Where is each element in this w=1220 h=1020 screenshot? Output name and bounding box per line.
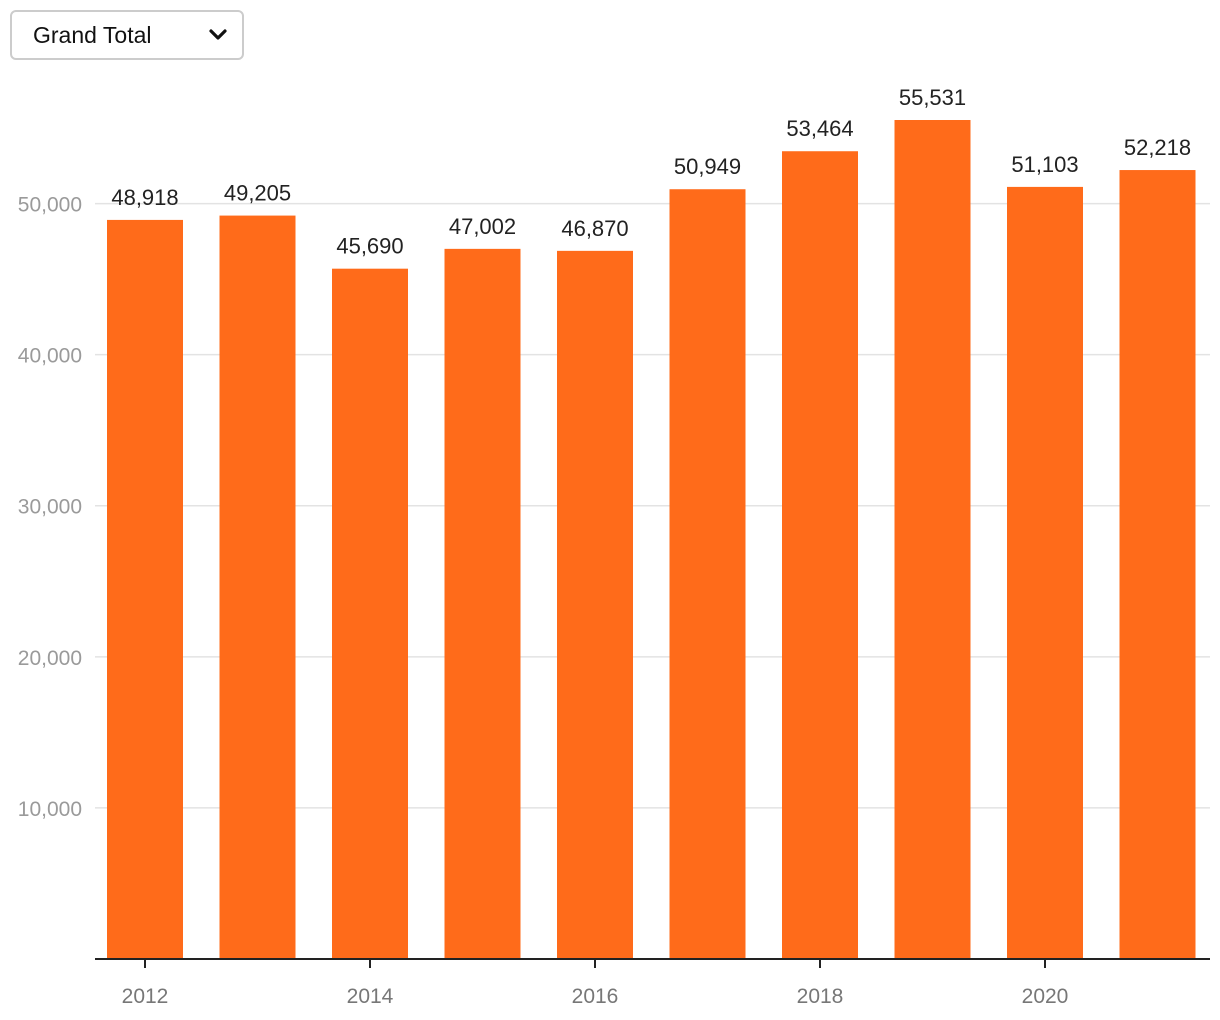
y-tick-label: 20,000: [18, 647, 82, 670]
x-tick-label: 2014: [347, 985, 394, 1008]
x-axis-ticks: 2012 2014 2016 2018 2020: [122, 959, 1069, 1008]
x-tick-label: 2016: [572, 985, 619, 1008]
bar-2014: [332, 268, 408, 959]
x-tick-label: 2018: [797, 985, 844, 1008]
data-label-2018: 53,464: [786, 116, 853, 141]
y-axis-ticks: 10,000 20,000 30,000 40,000 50,000: [18, 194, 82, 821]
y-tick-label: 10,000: [18, 798, 82, 821]
dropdown-selected-value: Grand Total: [33, 21, 152, 48]
bars: [107, 120, 1196, 960]
x-tick-label: 2012: [122, 985, 169, 1008]
data-label-2013: 49,205: [224, 181, 291, 206]
y-tick-label: 50,000: [18, 194, 82, 217]
data-label-2020: 51,103: [1011, 152, 1078, 177]
x-tick-label: 2020: [1022, 985, 1069, 1008]
data-label-2021: 52,218: [1124, 135, 1191, 160]
data-label-2019: 55,531: [899, 85, 966, 110]
data-label-2016: 46,870: [561, 216, 628, 241]
data-label-2012: 48,918: [111, 185, 178, 210]
bar-2015: [444, 248, 521, 959]
bar-2020: [1007, 186, 1083, 959]
data-label-2017: 50,949: [674, 154, 741, 179]
bar-2012: [107, 219, 183, 959]
data-label-2015: 47,002: [449, 214, 516, 239]
bar-2017: [669, 189, 746, 959]
bar-2018: [782, 151, 858, 960]
bar-2013: [219, 215, 296, 959]
data-labels: 48,918 49,205 45,690 47,002 46,870 50,949 53,4…: [111, 85, 1191, 259]
data-label-2014: 45,690: [336, 234, 403, 259]
chevron-down-icon[interactable]: [208, 28, 228, 42]
y-tick-label: 30,000: [18, 496, 82, 519]
grand-total-dropdown[interactable]: Grand Total: [10, 10, 244, 60]
y-tick-label: 40,000: [18, 345, 82, 368]
bar-2021: [1119, 170, 1196, 959]
bar-2019: [894, 120, 971, 959]
bar-2016: [557, 250, 633, 959]
